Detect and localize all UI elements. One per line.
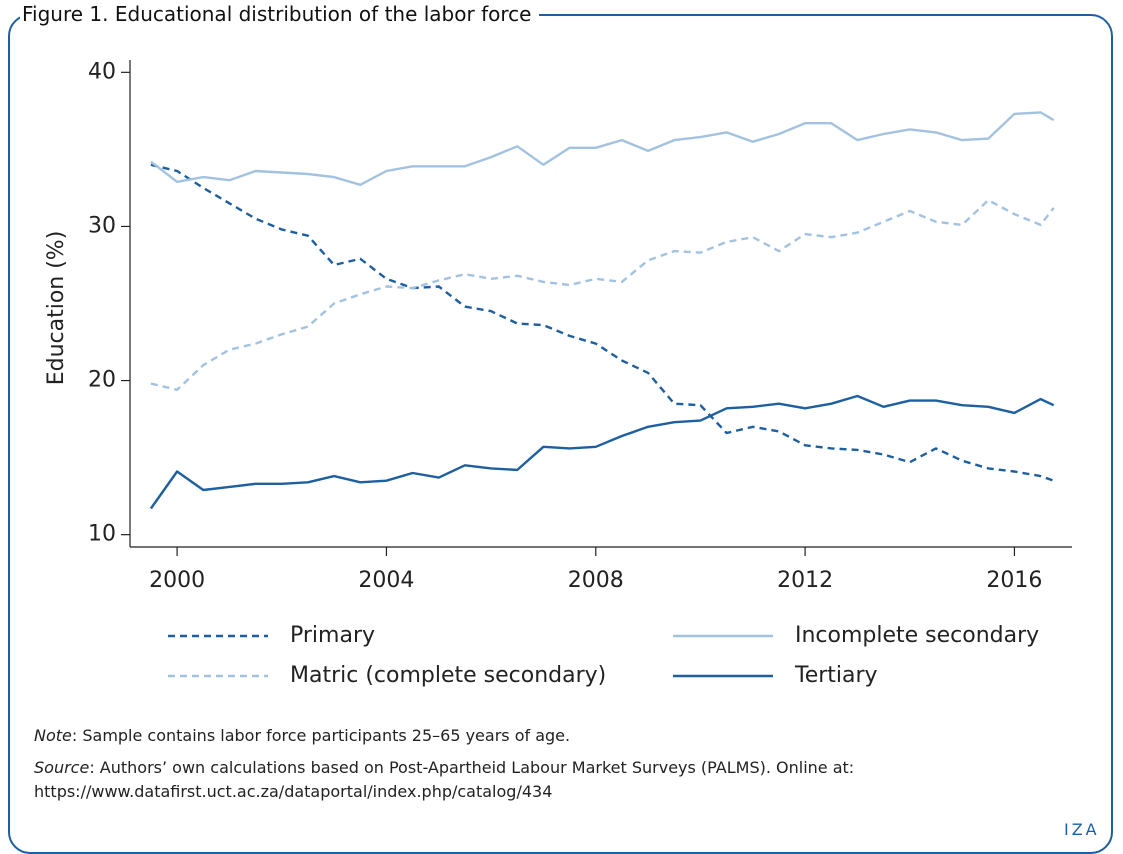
x-tick-label: 2000 [149, 568, 205, 593]
legend-label: Tertiary [794, 663, 878, 688]
source: Source: Authors’ own calculations based … [34, 756, 1104, 804]
line-series [150, 111, 1055, 186]
note-text: : Sample contains labor force participan… [71, 726, 571, 745]
x-tick-label: 2004 [358, 568, 414, 593]
y-tick-label: 20 [88, 368, 116, 393]
x-tick-label: 2012 [777, 568, 833, 593]
legend-label: Matric (complete secondary) [290, 663, 606, 688]
source-label: Source [34, 758, 90, 777]
chart-title: Figure 1. Educational distribution of th… [20, 2, 540, 26]
logo: IZA [1064, 820, 1100, 839]
y-tick-label: 40 [88, 59, 116, 84]
note-label: Note [34, 726, 72, 745]
y-tick-label: 10 [88, 522, 116, 547]
note: Note: Sample contains labor force partic… [34, 724, 1104, 748]
line-series [149, 394, 1055, 510]
line-series [150, 163, 1055, 482]
y-tick-label: 30 [88, 213, 116, 238]
page: Education (%) 10 20 30 40 2000 2004 2008 2012 20… [8, 2, 1113, 854]
x-tick-label: 2008 [568, 568, 624, 593]
x-tick-label: 2016 [986, 568, 1042, 593]
legend-label: Incomplete secondary [795, 623, 1039, 648]
chart: Education (%) 10 20 30 40 2000 2004 2008 2012 20… [44, 59, 1072, 688]
source-text: : Authors’ own calculations based on Pos… [34, 758, 855, 801]
line-series [150, 199, 1055, 391]
y-axis-label: Education (%) [44, 231, 69, 386]
legend-label: Primary [290, 623, 375, 648]
